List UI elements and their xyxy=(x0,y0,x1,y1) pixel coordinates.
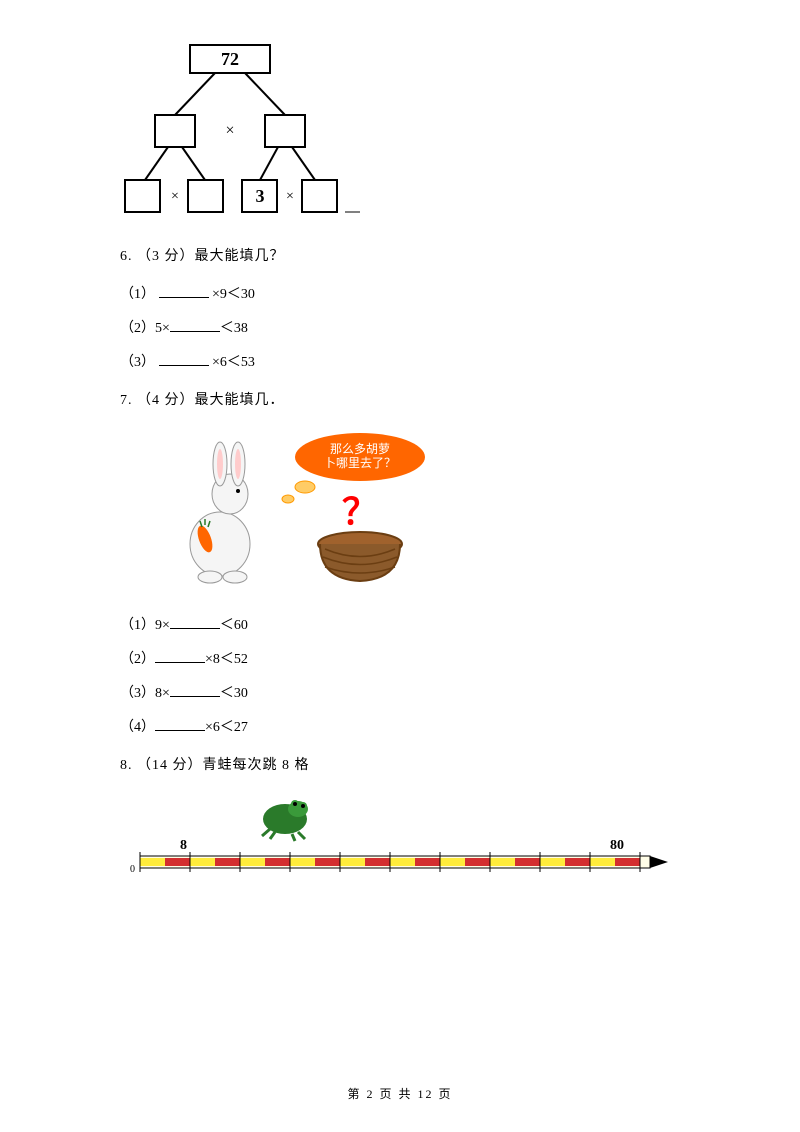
svg-text:80: 80 xyxy=(610,838,624,853)
blank-input[interactable] xyxy=(155,649,205,663)
q6-item-2: （2）5×＜38 xyxy=(120,317,680,337)
svg-text:0: 0 xyxy=(130,864,135,875)
frog-numberline: 8 80 0 xyxy=(120,794,680,899)
page-footer: 第 2 页 共 12 页 xyxy=(0,1085,800,1102)
svg-text:×: × xyxy=(286,189,294,204)
q7-item-3: （3）8×＜30 xyxy=(120,682,680,702)
svg-text:卜哪里去了？: 卜哪里去了？ xyxy=(324,456,396,470)
blank-input[interactable] xyxy=(159,352,209,366)
q7-title: 最大能填几． xyxy=(195,393,285,408)
q7-item-4: （4）×6＜27 xyxy=(120,716,680,736)
q6-item-1: （1） ×9＜30 xyxy=(120,283,680,303)
q8-points: （14 分） xyxy=(137,758,203,773)
q7-item-2: （2）×8＜52 xyxy=(120,648,680,668)
q7-item-1: （1）9×＜60 xyxy=(120,614,680,634)
numberline-svg: 8 80 0 xyxy=(120,794,680,894)
q7-number: 7. xyxy=(120,393,137,408)
blank-input[interactable] xyxy=(170,318,220,332)
blank-input[interactable] xyxy=(159,284,209,298)
factor-tree-diagram: 72 × × 3 × xyxy=(120,40,680,225)
q6-title: 最大能填几？ xyxy=(195,249,285,264)
question-7: 7. （4 分）最大能填几． xyxy=(120,389,680,409)
blank-input[interactable] xyxy=(170,683,220,697)
question-6: 6. （3 分）最大能填几？ xyxy=(120,245,680,265)
q7-points: （4 分） xyxy=(137,393,195,408)
q8-title: 青蛙每次跳 8 格 xyxy=(203,758,310,773)
svg-text:×: × xyxy=(171,189,179,204)
tree-svg: 72 × × 3 × xyxy=(120,40,360,220)
q6-number: 6. xyxy=(120,249,137,264)
blank-input[interactable] xyxy=(155,717,205,731)
svg-text:×: × xyxy=(225,122,234,139)
svg-text:3: 3 xyxy=(256,186,265,206)
svg-text:8: 8 xyxy=(180,838,187,853)
svg-text:？: ？ xyxy=(342,492,378,532)
frog-icon xyxy=(262,800,308,841)
question-8: 8. （14 分）青蛙每次跳 8 格 xyxy=(120,754,680,774)
q6-item-3: （3） ×6＜53 xyxy=(120,351,680,371)
q6-points: （3 分） xyxy=(137,249,195,264)
q8-number: 8. xyxy=(120,758,137,773)
svg-text:72: 72 xyxy=(221,49,239,69)
rabbit-illustration: 那么多胡萝 卜哪里去了？ ？ xyxy=(160,429,680,594)
svg-text:那么多胡萝: 那么多胡萝 xyxy=(330,442,390,456)
rabbit-svg: 那么多胡萝 卜哪里去了？ ？ xyxy=(160,429,440,589)
blank-input[interactable] xyxy=(170,615,220,629)
